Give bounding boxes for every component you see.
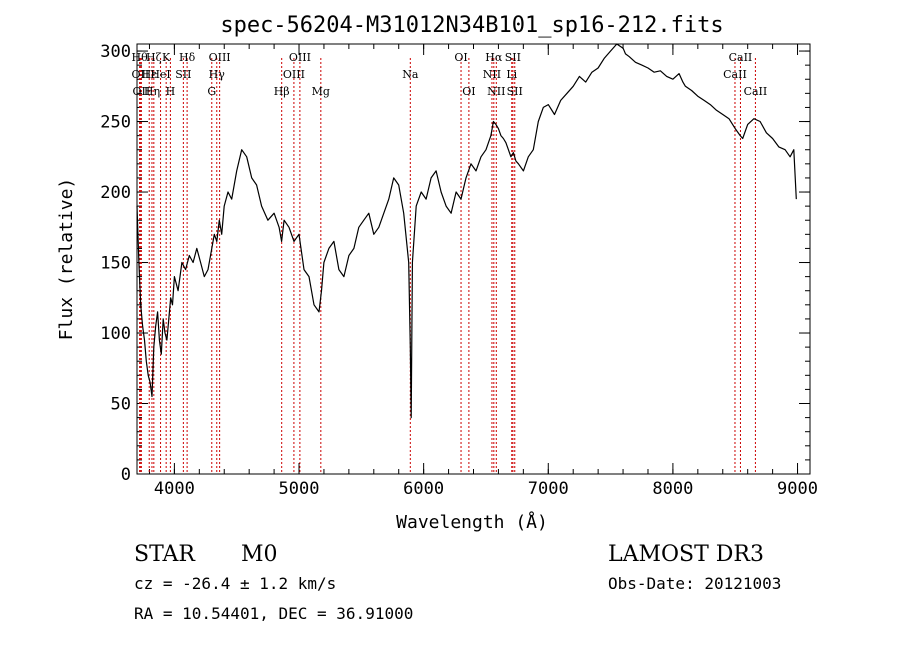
spectral-line-label: Hθ: [132, 51, 149, 64]
x-tick-label: 7000: [528, 479, 569, 499]
spectral-line-label: Hε: [142, 68, 158, 81]
x-tick-label: 5000: [279, 479, 320, 499]
y-tick-label: 300: [100, 42, 131, 62]
spectral-line-label: Hα: [485, 51, 503, 64]
spectral-line-label: OII: [132, 68, 150, 81]
x-tick-labels: 4000 5000 6000 7000 8000 9000: [154, 479, 818, 499]
spectral-line-label: Hη: [144, 85, 160, 98]
survey-label: LAMOST DR3: [608, 542, 764, 567]
spectral-line-label: NII: [487, 85, 505, 98]
spectral-line-label: Na: [402, 68, 419, 81]
flux-line: [136, 43, 797, 419]
y-axis-label: Flux (relative): [56, 178, 77, 341]
spectral-line-label: OIII: [209, 51, 231, 64]
redshift-text: cz = -26.4 ± 1.2 km/s: [134, 574, 336, 593]
spectral-line-label: Hγ: [209, 68, 226, 81]
spectral-line-label: HeI: [150, 68, 170, 81]
spectral-line-label: OIII: [283, 68, 305, 81]
spectral-line-labels: HθOIIOIIHεHηHζHeIKHSIIHδGHγOIIIHβOIIIOII…: [132, 51, 768, 98]
x-tick-label: 8000: [652, 479, 693, 499]
spectral-line-label: Hβ: [274, 85, 290, 98]
spectral-line-label: OI: [454, 51, 467, 64]
x-axis-label: Wavelength (Å): [396, 511, 548, 533]
object-class: STAR: [134, 542, 196, 567]
y-tick-label: 50: [111, 395, 131, 415]
y-tick-label: 250: [100, 113, 131, 133]
spectral-line-label: K: [162, 51, 171, 64]
x-tick-label: 4000: [154, 479, 195, 499]
spectral-line-label: NII: [483, 68, 501, 81]
spectral-line-label: SII: [505, 51, 521, 64]
y-tick-labels: 0 50 100 150 200 250 300: [100, 42, 131, 485]
flux-series: [136, 43, 797, 419]
axis-ticks: [137, 44, 810, 475]
spectral-line-label: CaII: [744, 85, 768, 98]
spectral-line-label: SII: [175, 68, 191, 81]
chart-title: spec-56204-M31012N34B101_sp16-212.fits: [220, 13, 723, 38]
plot-frame: [136, 43, 811, 475]
y-tick-label: 200: [100, 183, 131, 203]
spectral-line-label: H: [166, 85, 176, 98]
spectral-line-label: Li: [506, 68, 517, 81]
spectral-line-label: G: [207, 85, 216, 98]
spectral-line-markers: [139, 58, 756, 474]
spectral-line-label: OII: [133, 85, 151, 98]
spectral-line-label: CaII: [723, 68, 747, 81]
spectral-line-label: OI: [462, 85, 475, 98]
spectral-line-label: Hζ: [146, 51, 162, 64]
obs-date-text: Obs-Date: 20121003: [608, 574, 781, 593]
coordinates-text: RA = 10.54401, DEC = 36.91000: [134, 604, 413, 623]
y-tick-label: 100: [100, 324, 131, 344]
spectral-line-label: Mg: [312, 85, 330, 98]
y-tick-label: 0: [121, 465, 131, 485]
x-tick-label: 9000: [777, 479, 818, 499]
spectral-line-label: SII: [507, 85, 523, 98]
spectral-line-label: Hδ: [179, 51, 196, 64]
x-tick-label: 6000: [403, 479, 444, 499]
y-tick-label: 150: [100, 254, 131, 274]
spectral-line-label: CaII: [729, 51, 753, 64]
spectral-line-label: OIII: [289, 51, 311, 64]
object-subclass: M0: [241, 542, 278, 567]
